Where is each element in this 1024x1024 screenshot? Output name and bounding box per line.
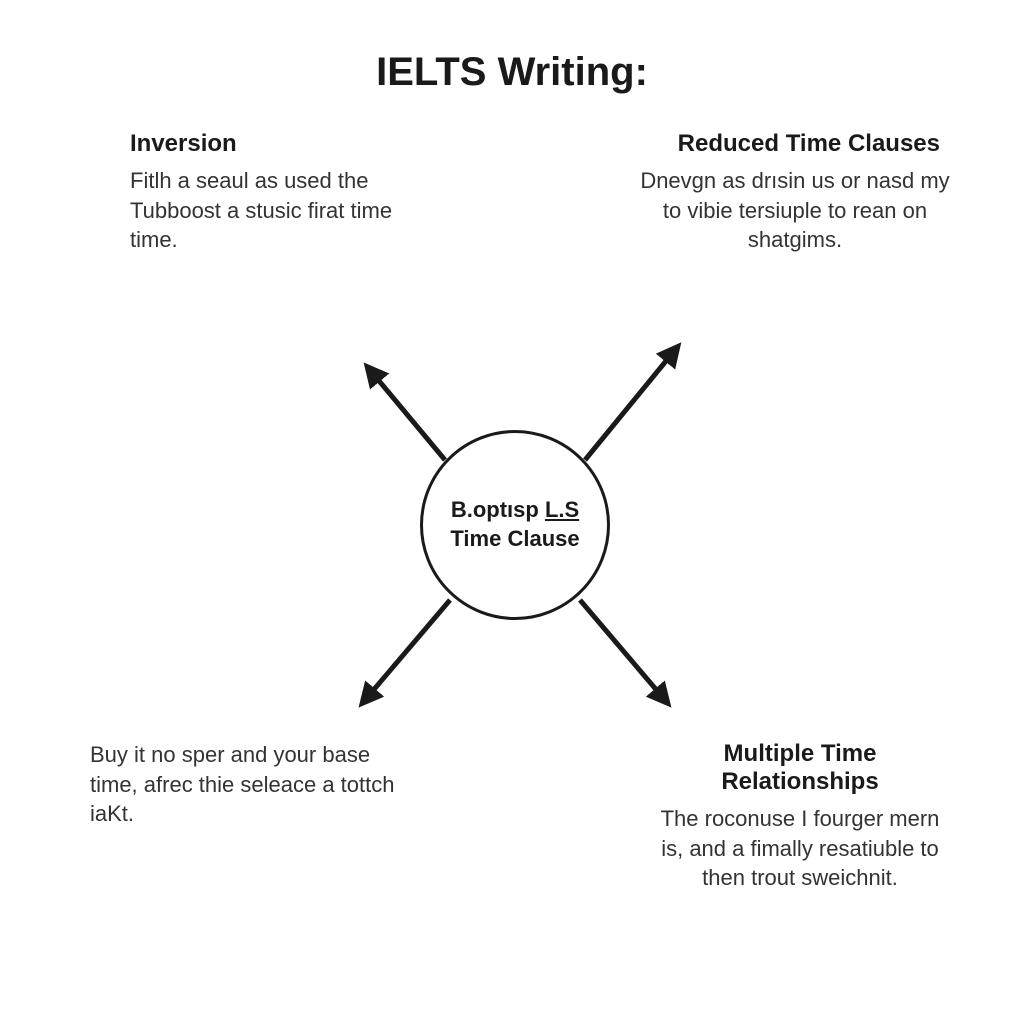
center-node: B.optısp L.S Time Clause: [420, 430, 610, 620]
arrow-bottom-left: [365, 600, 450, 700]
box-body-inversion: Fitlh a seaul as used the Tubboost a stu…: [130, 166, 410, 255]
box-reduced-time: Reduced Time Clauses Dnevgn as drısin us…: [640, 130, 950, 255]
page-title: IELTS Writing:: [376, 50, 648, 95]
box-bottom-left: Buy it no sper and your base time, afrec…: [90, 740, 400, 829]
box-heading-reduced-time: Reduced Time Clauses: [640, 130, 950, 158]
center-label-line1: B.optısp L.S: [451, 496, 579, 525]
center-label-line2: Time Clause: [450, 525, 579, 554]
arrow-bottom-right: [580, 600, 665, 700]
arrow-top-right: [585, 350, 675, 460]
box-body-multiple-time: The roconuse I fourger mern is, and a fi…: [650, 804, 950, 893]
box-body-bottom-left: Buy it no sper and your base time, afrec…: [90, 740, 400, 829]
box-multiple-time: Multiple Time Relationships The roconuse…: [650, 740, 950, 893]
box-body-reduced-time: Dnevgn as drısin us or nasd my to vibie …: [640, 166, 950, 255]
box-heading-inversion: Inversion: [130, 130, 410, 158]
box-inversion: Inversion Fitlh a seaul as used the Tubb…: [130, 130, 410, 255]
box-heading-multiple-time: Multiple Time Relationships: [650, 740, 950, 796]
arrow-top-left: [370, 370, 445, 460]
